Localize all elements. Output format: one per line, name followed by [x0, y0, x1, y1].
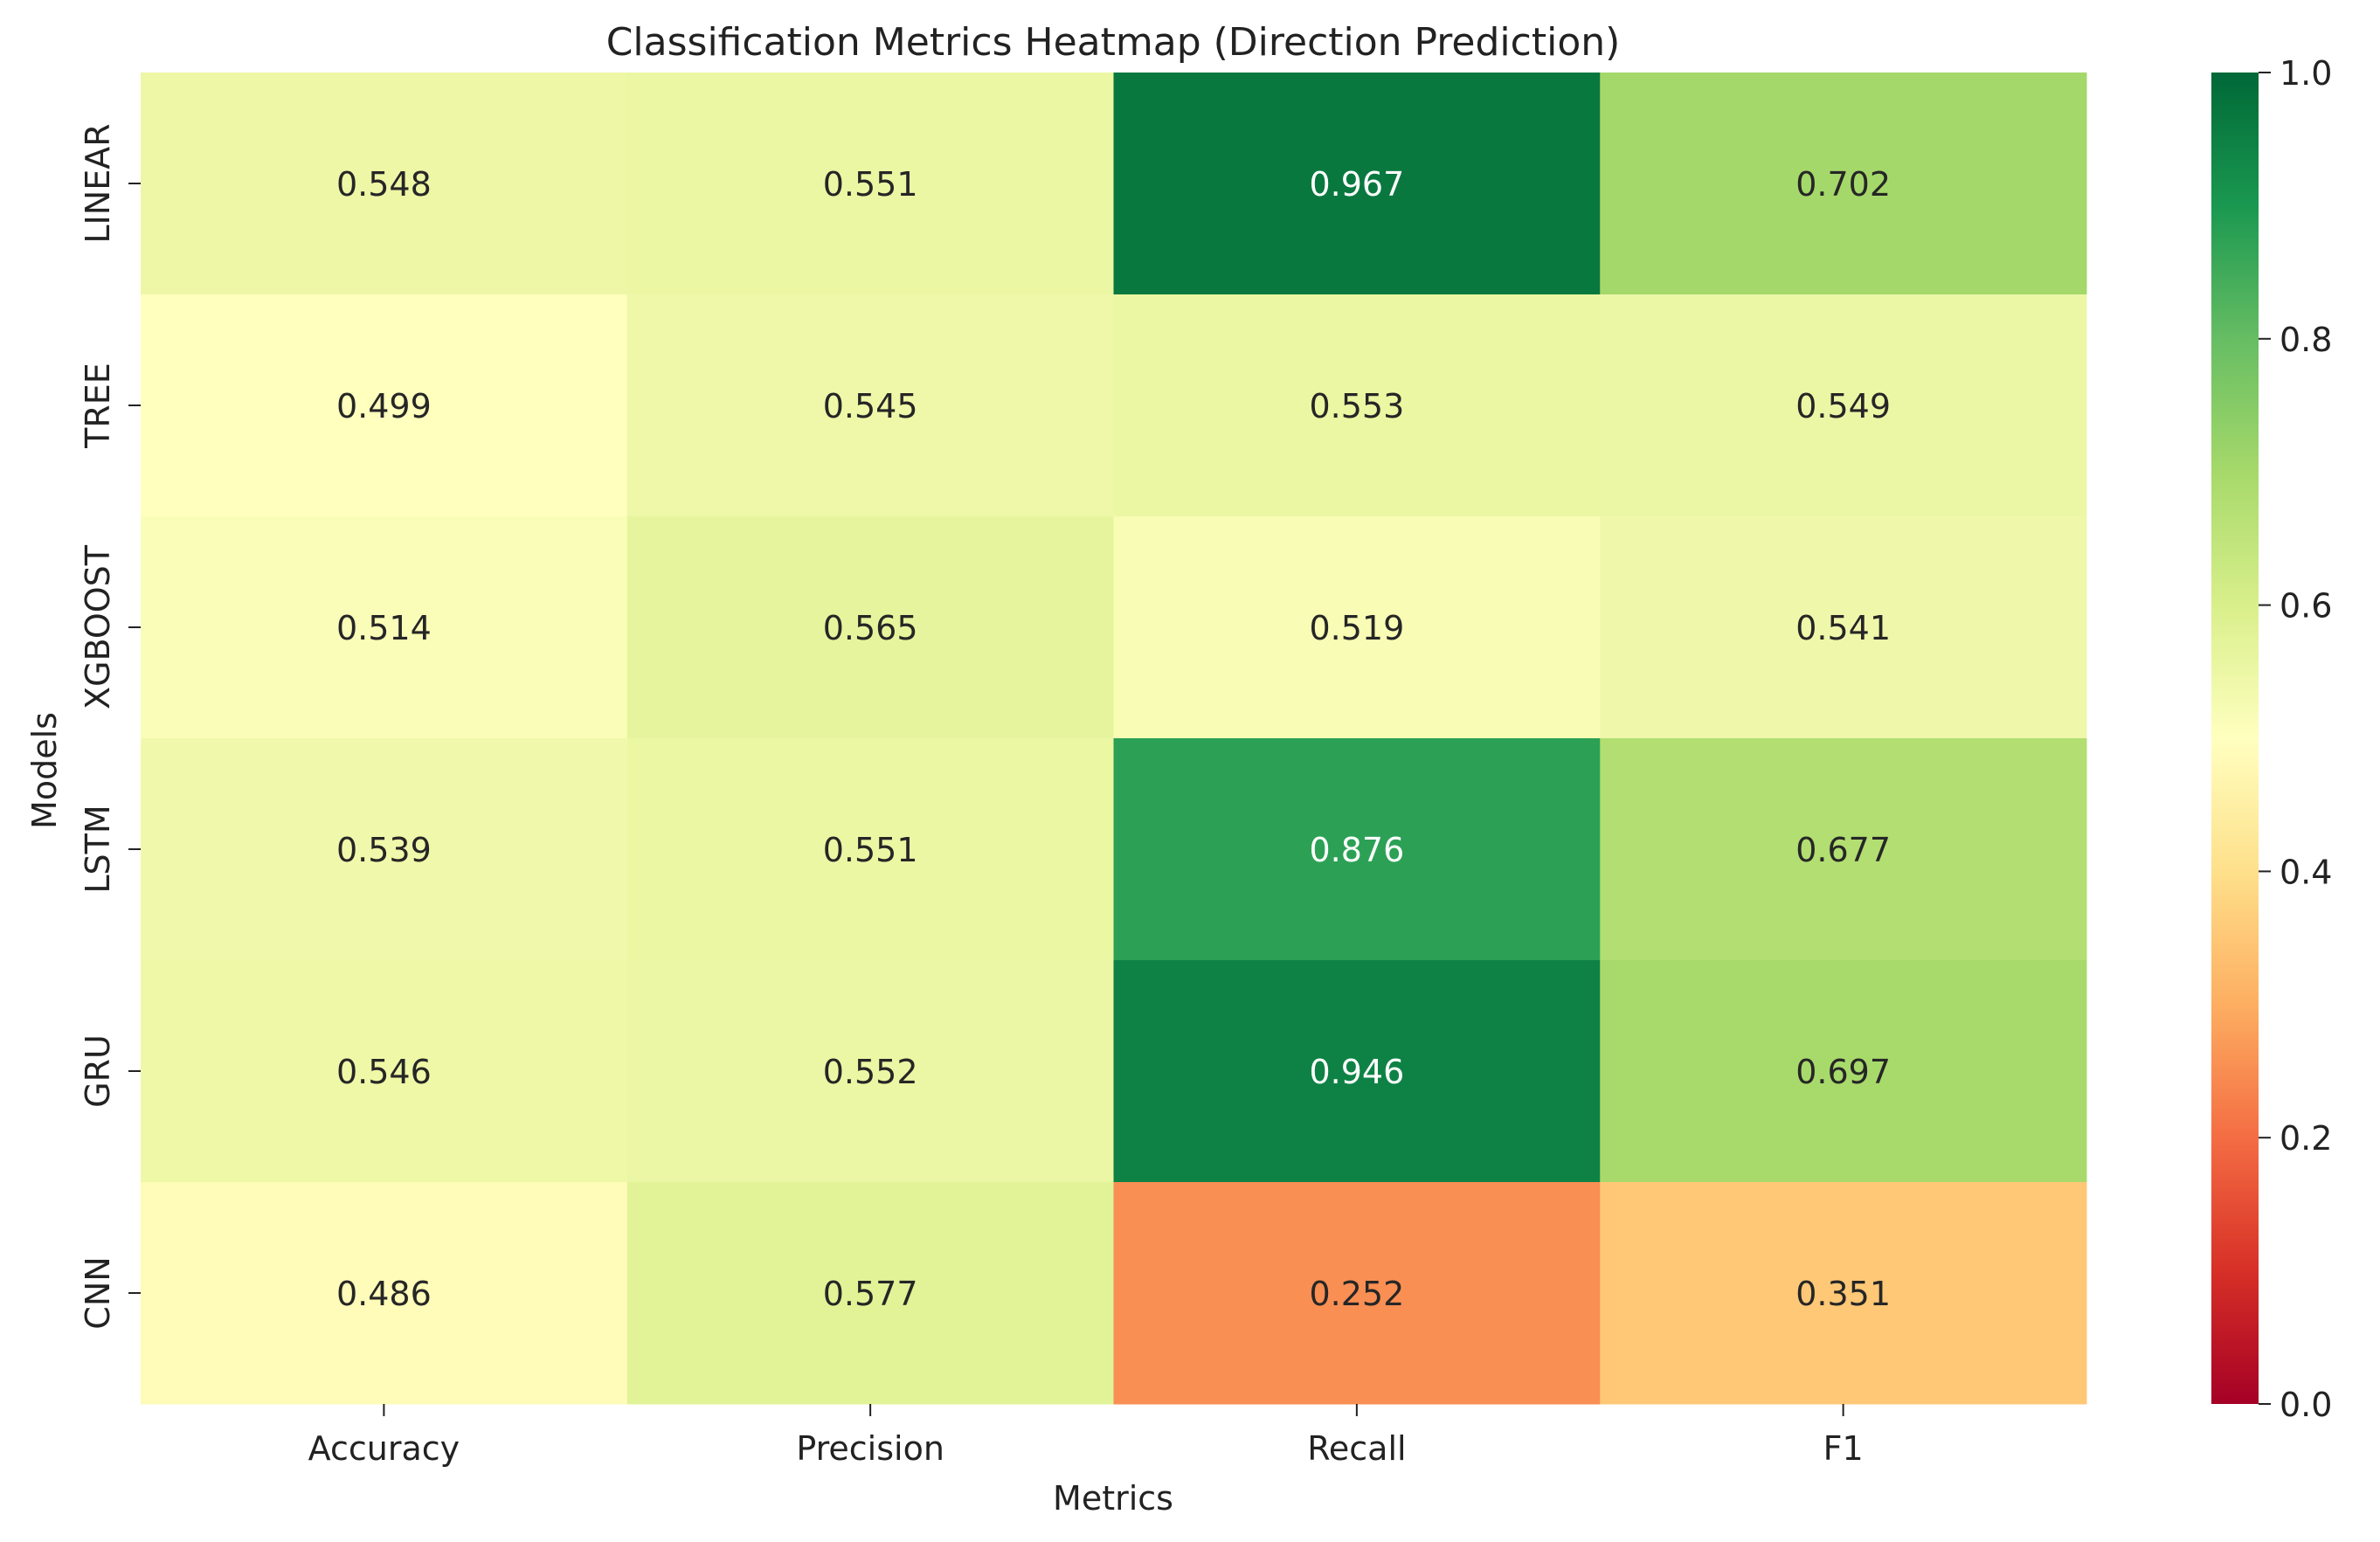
cell-annotation: 0.677: [1795, 831, 1891, 869]
heatmap-cell: [626, 960, 1114, 1183]
cell-annotation: 0.514: [336, 609, 432, 647]
cell-annotation: 0.697: [1795, 1053, 1891, 1091]
cell-annotation: 0.351: [1795, 1275, 1891, 1313]
heatmap-cell: [1600, 1182, 2087, 1405]
colorbar-tick-label: 0.6: [2280, 587, 2332, 626]
cell-annotation: 0.551: [823, 831, 918, 869]
x-axis: Accuracy Precision Recall F1: [308, 1404, 1864, 1468]
cell-annotation: 0.967: [1309, 165, 1404, 204]
cell-annotation: 0.252: [1309, 1275, 1404, 1313]
colorbar-tick-label: 0.8: [2280, 321, 2332, 359]
heatmap-cell: [626, 73, 1114, 295]
cell-annotation: 0.548: [336, 165, 432, 204]
cell-annotation: 0.702: [1795, 165, 1891, 204]
cell-annotation: 0.577: [823, 1275, 918, 1313]
heatmap-cell: [1113, 73, 1601, 295]
colorbar-axis: 0.0 0.2 0.4 0.6 0.8 1.0: [2259, 54, 2332, 1424]
heatmap-cell: [141, 73, 628, 295]
x-tick-label: Accuracy: [308, 1429, 460, 1468]
y-tick-label: XGBOOST: [79, 544, 117, 709]
heatmap-cell: [1600, 738, 2087, 961]
heatmap-cell: [141, 960, 628, 1183]
cell-annotation: 0.552: [823, 1053, 918, 1091]
chart-title: Classification Metrics Heatmap (Directio…: [606, 20, 1621, 65]
cell-annotation: 0.546: [336, 1053, 432, 1091]
cell-annotation: 0.553: [1309, 387, 1404, 425]
colorbar-tick-label: 0.2: [2280, 1119, 2332, 1158]
y-axis-label: Models: [25, 712, 64, 829]
heatmap-cell: [1600, 73, 2087, 295]
cell-annotation: 0.545: [823, 387, 918, 425]
cell-annotation: 0.519: [1309, 609, 1404, 647]
heatmap-cell: [141, 294, 628, 517]
heatmap-cell: [141, 738, 628, 961]
y-tick-label: LSTM: [79, 805, 117, 893]
cell-annotation: 0.551: [823, 165, 918, 204]
cell-annotation: 0.549: [1795, 387, 1891, 425]
heatmap-cell: [1113, 294, 1601, 517]
heatmap-cell: [1600, 294, 2087, 517]
heatmap-cell: [626, 1182, 1114, 1405]
heatmap-cells: [141, 73, 2087, 1405]
heatmap-cell: [141, 1182, 628, 1405]
y-tick-label: CNN: [79, 1256, 117, 1329]
cell-annotation: 0.539: [336, 831, 432, 869]
colorbar: [2211, 73, 2259, 1404]
cell-annotation: 0.946: [1309, 1053, 1404, 1091]
cell-annotation: 0.565: [823, 609, 918, 647]
cell-annotation: 0.486: [336, 1275, 432, 1313]
y-tick-label: TREE: [79, 363, 117, 449]
heatmap-cell: [1600, 516, 2087, 739]
heatmap-annotations: 0.548 0.551 0.967 0.702 0.499 0.545 0.553 0.549…: [336, 165, 1891, 1313]
heatmap-cell: [1113, 516, 1601, 739]
x-tick-label: Precision: [796, 1429, 944, 1468]
heatmap-cell: [626, 738, 1114, 961]
heatmap-cell: [626, 294, 1114, 517]
y-tick-label: LINEAR: [79, 123, 117, 243]
colorbar-tick-label: 0.0: [2280, 1386, 2332, 1424]
y-axis: LINEAR TREE XGBOOST LSTM GRU CNN: [79, 123, 141, 1330]
cell-annotation: 0.541: [1795, 609, 1891, 647]
heatmap-cell: [141, 516, 628, 739]
heatmap-cell: [1113, 960, 1601, 1183]
x-tick-label: F1: [1823, 1429, 1864, 1468]
colorbar-tick-label: 0.4: [2280, 853, 2332, 891]
heatmap-cell: [1113, 738, 1601, 961]
x-axis-label: Metrics: [1053, 1479, 1173, 1518]
heatmap-cell: [626, 516, 1114, 739]
heatmap-cell: [1113, 1182, 1601, 1405]
heatmap-cell: [1600, 960, 2087, 1183]
colorbar-tick-label: 1.0: [2280, 54, 2332, 93]
cell-annotation: 0.499: [336, 387, 432, 425]
x-tick-label: Recall: [1307, 1429, 1406, 1468]
cell-annotation: 0.876: [1309, 831, 1404, 869]
y-tick-label: GRU: [79, 1034, 117, 1108]
